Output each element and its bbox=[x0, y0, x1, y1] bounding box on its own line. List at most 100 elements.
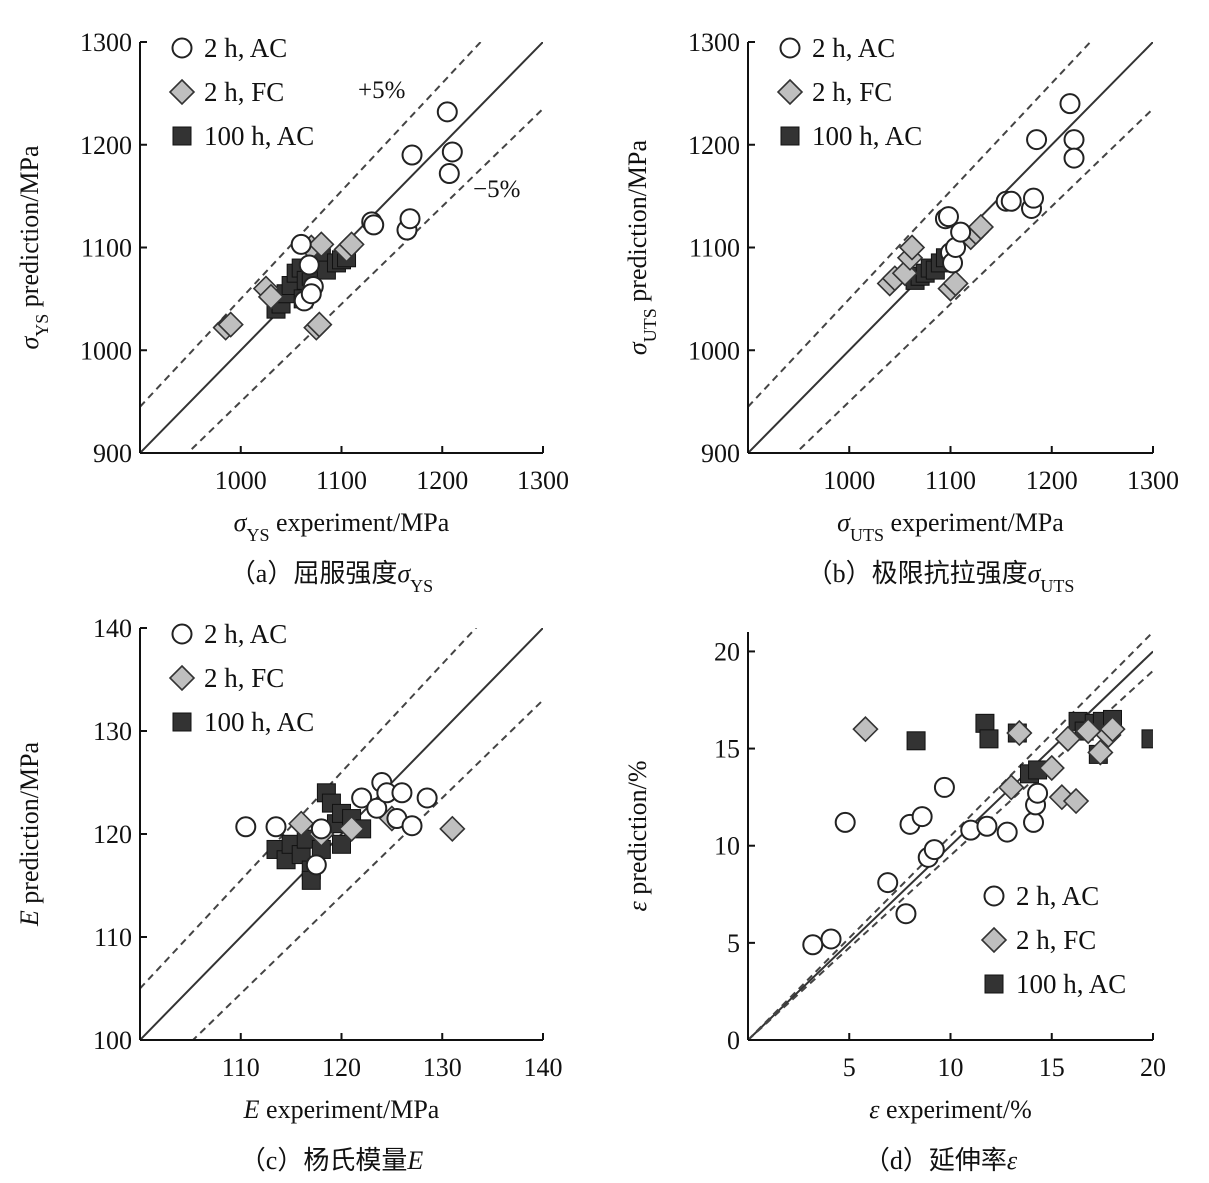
x-axis-label-symbol: σ bbox=[234, 508, 248, 537]
x-axis-label: σUTS experiment/MPa bbox=[837, 508, 1064, 545]
x-tick-label: 140 bbox=[524, 1053, 563, 1082]
identity-line bbox=[140, 628, 543, 1040]
fc-point bbox=[1054, 725, 1082, 752]
ac-point bbox=[923, 839, 945, 861]
x-axis-label-sub: YS bbox=[247, 525, 270, 545]
fc-point bbox=[257, 283, 285, 310]
x-tick-label: 1100 bbox=[925, 466, 976, 495]
caption-sub: YS bbox=[410, 576, 433, 596]
ac-point bbox=[996, 821, 1018, 843]
y-tick-label: 1000 bbox=[80, 336, 132, 365]
legend-label-circle: 2 h, AC bbox=[204, 619, 287, 649]
x-axis-label-text: experiment/MPa bbox=[260, 1095, 440, 1124]
caption-text: （c）杨氏模量 bbox=[240, 1146, 408, 1175]
y-tick-label: 140 bbox=[93, 614, 132, 643]
x-tick-label: 130 bbox=[423, 1053, 462, 1082]
plot-area bbox=[140, 42, 543, 453]
ac-point bbox=[416, 787, 438, 809]
fc-point bbox=[898, 234, 926, 261]
band-label-plus: +5% bbox=[358, 77, 405, 104]
legend-label-square: 100 h, AC bbox=[204, 707, 314, 737]
ac-point bbox=[436, 101, 458, 123]
ac-point bbox=[976, 815, 998, 837]
ac-point bbox=[265, 816, 287, 838]
ac-point bbox=[1027, 782, 1049, 804]
caption-symbol: E bbox=[406, 1146, 423, 1175]
h100-point bbox=[172, 712, 192, 732]
x-tick-label: 1200 bbox=[1026, 466, 1078, 495]
y-axis-label-symbol: ε bbox=[623, 901, 652, 912]
legend-label-circle: 2 h, AC bbox=[1016, 881, 1099, 911]
y-tick-label: 1300 bbox=[80, 28, 132, 57]
h100-point bbox=[780, 126, 800, 146]
x-axis-label-symbol: σ bbox=[837, 508, 851, 537]
ac-point bbox=[290, 233, 312, 255]
ac-point bbox=[937, 206, 959, 228]
y-tick-label: 5 bbox=[727, 929, 740, 958]
x-tick-label: 10 bbox=[938, 1053, 964, 1082]
x-tick-label: 5 bbox=[843, 1053, 856, 1082]
fc-point bbox=[852, 716, 879, 743]
ac-point bbox=[933, 776, 955, 798]
x-tick-label: 1100 bbox=[316, 466, 367, 495]
ac-point bbox=[171, 623, 193, 645]
panel-caption: （b）极限抗拉强度σUTS bbox=[807, 559, 1075, 596]
ac-point bbox=[171, 37, 193, 59]
legend-label-square: 100 h, AC bbox=[204, 121, 314, 151]
x-tick-label: 15 bbox=[1039, 1053, 1065, 1082]
ac-point bbox=[441, 141, 463, 163]
x-tick-label: 1200 bbox=[416, 466, 468, 495]
ac-point bbox=[401, 815, 423, 837]
y-tick-label: 900 bbox=[701, 439, 740, 468]
y-axis-label-sub: UTS bbox=[640, 308, 660, 342]
fc-point bbox=[338, 815, 365, 842]
upper-band-line bbox=[748, 42, 1092, 408]
ac-point bbox=[911, 806, 933, 828]
ac-point bbox=[363, 214, 385, 236]
y-tick-label: 15 bbox=[714, 735, 740, 764]
fc-point bbox=[306, 311, 333, 338]
x-tick-label: 110 bbox=[222, 1053, 260, 1082]
h100-point bbox=[332, 834, 351, 854]
y-axis-label-symbol: σ bbox=[15, 336, 44, 350]
legend-label-diamond: 2 h, FC bbox=[1016, 925, 1096, 955]
h100-point bbox=[906, 731, 926, 751]
caption-symbol: σ bbox=[1028, 559, 1042, 588]
y-axis-label-text: prediction/MPa bbox=[623, 140, 652, 309]
h100-point bbox=[1141, 729, 1153, 749]
fc-point bbox=[288, 810, 315, 837]
y-axis-label-text: prediction/MPa bbox=[15, 741, 44, 910]
y-tick-label: 1200 bbox=[80, 131, 132, 160]
fc-point bbox=[1087, 739, 1114, 766]
y-axis-label-symbol: E bbox=[15, 910, 44, 927]
y-tick-label: 0 bbox=[727, 1026, 740, 1055]
plot-area bbox=[748, 42, 1153, 453]
lower-band-line bbox=[186, 108, 543, 453]
panel-caption: （d）延伸率ε bbox=[864, 1146, 1018, 1175]
x-axis-label-symbol: E bbox=[243, 1095, 260, 1124]
fc-point bbox=[998, 774, 1025, 801]
x-tick-label: 120 bbox=[322, 1053, 361, 1082]
x-axis-label-text: experiment/% bbox=[879, 1095, 1031, 1124]
fc-point bbox=[942, 270, 969, 297]
y-axis-label: σYS prediction/MPa bbox=[15, 145, 52, 350]
y-tick-label: 1100 bbox=[689, 234, 740, 263]
ac-point bbox=[895, 903, 917, 925]
fc-point bbox=[217, 311, 244, 338]
ac-point bbox=[391, 782, 413, 804]
caption-text: （d）延伸率 bbox=[864, 1146, 1007, 1175]
ac-point bbox=[351, 787, 373, 809]
ac-point bbox=[1059, 93, 1081, 115]
y-axis-label-sub: YS bbox=[32, 314, 52, 337]
upper-band-line bbox=[140, 628, 478, 990]
ac-point bbox=[834, 811, 856, 833]
fc-point bbox=[967, 213, 995, 241]
y-axis-label: E prediction/MPa bbox=[15, 741, 44, 927]
ac-point bbox=[366, 797, 388, 819]
x-tick-label: 1300 bbox=[1127, 466, 1179, 495]
panel-b-ultimate-tensile-strength: 1000 1100 1200 1300 900 1000 1100 1200 1300 σUTS … bbox=[623, 28, 1179, 596]
ac-point bbox=[399, 208, 421, 230]
y-tick-label: 120 bbox=[93, 820, 132, 849]
